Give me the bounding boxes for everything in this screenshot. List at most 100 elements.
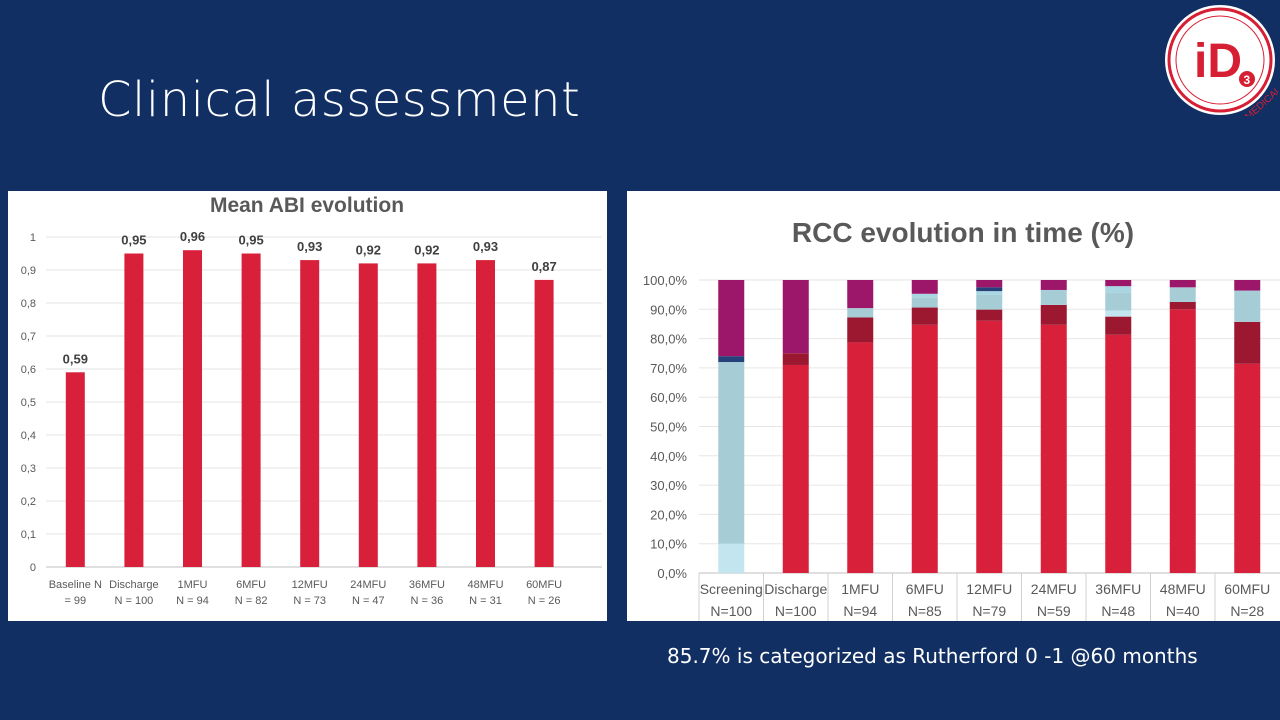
abi-y-tick-label: 0,6: [21, 364, 36, 376]
rcc-bar-segment: [1234, 363, 1261, 573]
rcc-x-tick-label: Screening: [700, 581, 763, 597]
rcc-y-tick-label: 30,0%: [650, 478, 687, 493]
rcc-bar-segment: [1169, 287, 1196, 302]
abi-x-tick-sublabel: N = 36: [411, 595, 444, 607]
abi-x-tick-label: 48MFU: [467, 579, 503, 591]
rcc-bar-segment: [1040, 280, 1067, 290]
abi-x-tick-sublabel: = 99: [64, 595, 86, 607]
rcc-y-tick-label: 20,0%: [650, 507, 687, 522]
abi-bar: [241, 253, 261, 567]
abi-data-label: 0,59: [63, 351, 88, 366]
rutherford-footnote: 85.7% is categorized as Rutherford 0 -1 …: [667, 644, 1198, 668]
rcc-x-tick-sublabel: N=100: [710, 603, 752, 619]
rcc-y-tick-label: 80,0%: [650, 332, 687, 347]
logo-text: iD: [1194, 35, 1242, 88]
rcc-x-tick-sublabel: N=59: [1037, 603, 1071, 619]
rcc-bar-segment: [976, 291, 1003, 295]
rcc-x-tick-label: 60MFU: [1224, 581, 1270, 597]
rcc-bar-segment: [718, 543, 745, 573]
abi-bar: [183, 250, 202, 567]
abi-x-tick-sublabel: N = 31: [469, 595, 502, 607]
rcc-x-tick-label: 24MFU: [1031, 581, 1077, 597]
rcc-bar-segment: [1105, 280, 1132, 287]
rcc-bar-segment: [911, 297, 938, 308]
abi-y-tick-label: 0,1: [21, 529, 36, 541]
abi-data-label: 0,95: [121, 233, 146, 248]
logo-badge: 3: [1244, 73, 1251, 87]
abi-data-label: 0,96: [180, 229, 205, 244]
rcc-y-tick-label: 60,0%: [650, 390, 687, 405]
abi-x-tick-label: Discharge: [109, 579, 159, 591]
rcc-bar-segment: [911, 293, 938, 298]
rcc-bar-segment: [1105, 334, 1132, 573]
abi-chart-panel: Mean ABI evolution 0 0,1 0,2 0,3 0,4 0,5 0,6 0,7…: [8, 191, 607, 621]
rcc-bar-segment: [718, 362, 745, 544]
abi-data-label: 0,95: [238, 233, 263, 248]
abi-data-label: 0,92: [356, 242, 381, 257]
abi-x-tick-label: Baseline N: [49, 579, 102, 591]
abi-bar: [417, 263, 437, 567]
rcc-x-tick-sublabel: N=79: [972, 603, 1006, 619]
rcc-bar-segment: [976, 309, 1003, 321]
abi-chart: Mean ABI evolution 0 0,1 0,2 0,3 0,4 0,5 0,6 0,7…: [21, 194, 602, 607]
rcc-x-tick-label: 6MFU: [906, 581, 944, 597]
rcc-bar-segment: [911, 324, 938, 573]
abi-y-tick-label: 0,5: [21, 397, 36, 409]
slide-title: Clinical assessment: [98, 72, 581, 128]
abi-x-tick-sublabel: N = 47: [352, 595, 385, 607]
rcc-bar-segment: [718, 356, 745, 363]
abi-bar: [476, 260, 495, 567]
rcc-bar-segment: [1040, 289, 1067, 305]
abi-data-label: 0,93: [297, 239, 322, 254]
abi-bar: [358, 263, 378, 567]
abi-bar: [65, 372, 85, 567]
abi-y-tick-label: 1: [30, 232, 36, 244]
rcc-bar-segment: [976, 287, 1003, 292]
rcc-chart-title: RCC evolution in time (%): [792, 217, 1134, 248]
rcc-bar-segment: [911, 280, 938, 294]
rcc-x-tick-sublabel: N=85: [908, 603, 942, 619]
abi-x-tick-sublabel: N = 26: [528, 595, 561, 607]
rcc-bar-segment: [1105, 286, 1132, 293]
id3-medical-logo: iD 3 MEDICAL: [1160, 4, 1280, 123]
rcc-bar-segment: [1169, 309, 1196, 573]
rcc-chart-panel: RCC evolution in time (%) 0,0% 10,0% 20,0% 3…: [627, 191, 1280, 621]
rcc-bar-segment: [976, 294, 1003, 310]
rcc-y-tick-label: 0,0%: [657, 566, 687, 581]
rcc-bar-segment: [1169, 301, 1196, 310]
abi-y-tick-label: 0,9: [21, 265, 36, 277]
rcc-y-tick-label: 40,0%: [650, 449, 687, 464]
abi-x-tick-sublabel: N = 94: [176, 595, 209, 607]
rcc-x-tick-sublabel: N=94: [843, 603, 877, 619]
rcc-x-tick-sublabel: N=48: [1101, 603, 1135, 619]
abi-bar: [300, 260, 320, 567]
rcc-y-tick-label: 100,0%: [643, 273, 688, 288]
rcc-bar-segment: [718, 280, 745, 357]
rcc-chart: RCC evolution in time (%) 0,0% 10,0% 20,0% 3…: [643, 217, 1280, 621]
abi-bar: [534, 279, 554, 567]
rcc-bar-segment: [1040, 304, 1067, 325]
rcc-bar-segment: [976, 280, 1003, 288]
rcc-bar-segment: [847, 317, 874, 343]
rcc-x-tick-label: 48MFU: [1160, 581, 1206, 597]
abi-x-tick-sublabel: N = 100: [114, 595, 153, 607]
rcc-bar-segment: [911, 307, 938, 325]
rcc-bar-segment: [782, 280, 809, 354]
abi-x-tick-label: 60MFU: [526, 579, 562, 591]
rcc-bar-segment: [1105, 316, 1132, 335]
abi-data-label: 0,92: [414, 242, 439, 257]
abi-y-tick-label: 0,4: [21, 430, 36, 442]
abi-y-tick-label: 0,7: [21, 331, 36, 343]
rcc-bar-segment: [1234, 290, 1261, 322]
rcc-x-tick-sublabel: N=40: [1166, 603, 1200, 619]
abi-x-tick-label: 36MFU: [409, 579, 445, 591]
abi-x-tick-label: 6MFU: [236, 579, 266, 591]
abi-x-tick-label: 12MFU: [292, 579, 328, 591]
rcc-y-tick-label: 10,0%: [650, 537, 687, 552]
rcc-bar-segment: [782, 353, 809, 365]
rcc-bar-segment: [1169, 280, 1196, 288]
rcc-x-tick-label: Discharge: [764, 581, 827, 597]
rcc-x-tick-sublabel: N=100: [775, 603, 817, 619]
abi-y-tick-label: 0,8: [21, 298, 36, 310]
abi-x-tick-sublabel: N = 82: [235, 595, 268, 607]
